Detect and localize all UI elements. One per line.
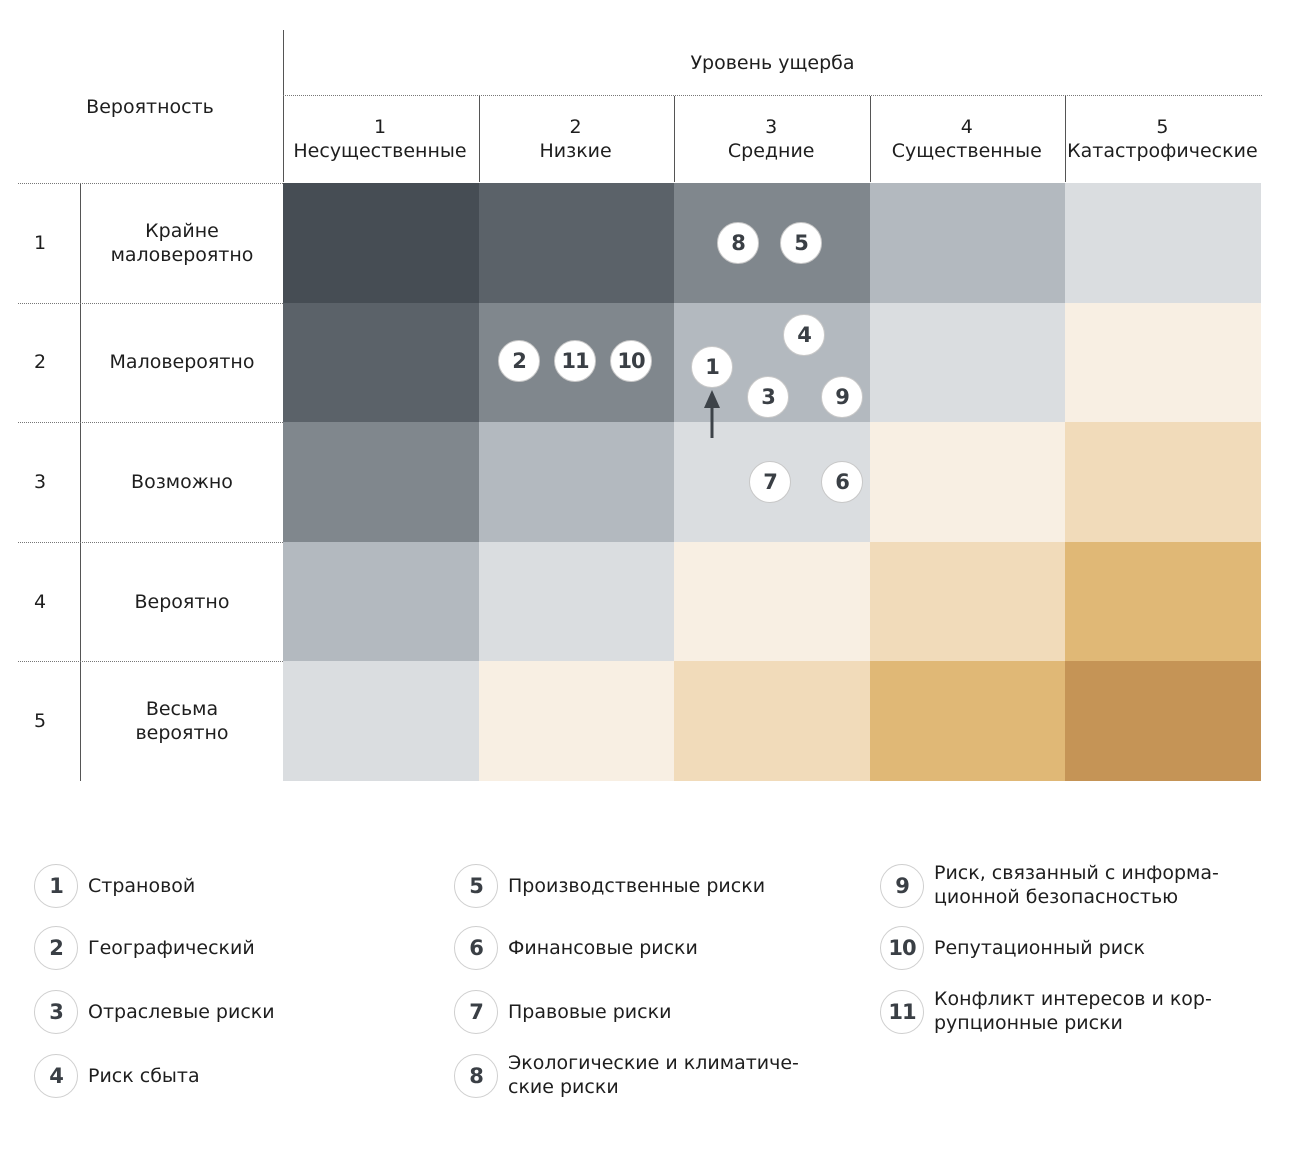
column-separator <box>1065 96 1067 182</box>
row-label-1: Крайне маловероятно <box>110 219 254 266</box>
row-label-4: Вероятно <box>134 590 230 613</box>
legend-label-8: Экологические и климатиче-ские риски <box>508 1052 799 1098</box>
column-header-1: 1 Несущественные <box>283 96 477 182</box>
header-divider-vertical <box>283 30 284 182</box>
matrix-cell-r4-c4 <box>869 541 1066 662</box>
legend-number-11: 11 <box>880 990 924 1034</box>
row-separator <box>18 541 283 543</box>
legend-number-6: 6 <box>454 926 498 970</box>
legend-number-5: 5 <box>454 864 498 908</box>
column-number: 3 <box>765 116 778 138</box>
matrix-cell-r5-c4 <box>869 661 1066 782</box>
column-label: Катастрофические <box>1067 140 1258 162</box>
row-label-divider <box>80 183 81 781</box>
row-label-3: Возможно <box>131 470 233 493</box>
row-separator <box>18 422 283 424</box>
trend-arrow-up-icon <box>704 390 720 438</box>
damage-level-title: Уровень ущерба <box>690 52 855 74</box>
matrix-cell-r1-c4 <box>869 183 1066 304</box>
legend-label-11: Конфликт интересов и кор-рупционные риск… <box>934 988 1212 1034</box>
row-separator <box>18 302 283 304</box>
legend-label-3: Отраслевые риски <box>88 1001 275 1023</box>
risk-marker-9: 9 <box>821 376 863 418</box>
column-number: 1 <box>373 116 387 138</box>
probability-title: Вероятность <box>86 96 214 118</box>
legend-label-6: Финансовые риски <box>508 937 698 959</box>
legend-label-7: Правовые риски <box>508 1001 672 1023</box>
legend-label-2: Географический <box>88 937 255 959</box>
legend-label-10: Репутационный риск <box>934 937 1145 959</box>
risk-marker-11: 11 <box>554 340 596 382</box>
legend-label-9: Риск, связанный с информа-ционной безопа… <box>934 862 1219 908</box>
matrix-cell-r1-c2 <box>478 183 675 304</box>
risk-marker-7: 7 <box>749 461 791 503</box>
column-separator <box>478 96 480 182</box>
column-header-3: 3 Средние <box>674 96 868 182</box>
matrix-cell-r1-c5 <box>1065 183 1262 304</box>
legend-number-8: 8 <box>454 1054 498 1098</box>
matrix-cell-r3-c5 <box>1065 422 1262 543</box>
row-number-4: 4 <box>33 590 47 613</box>
column-number: 2 <box>569 116 582 138</box>
matrix-cell-r1-c3 <box>674 183 871 304</box>
legend-number-4: 4 <box>34 1054 78 1098</box>
matrix-cell-r3-c4 <box>869 422 1066 543</box>
legend-label-4: Риск сбыта <box>88 1065 200 1087</box>
column-label: Низкие <box>539 140 612 162</box>
matrix-cell-r3-c1 <box>283 422 480 543</box>
legend-number-10: 10 <box>880 926 924 970</box>
header-divider-horizontal <box>283 95 1262 96</box>
matrix-cell-r5-c3 <box>674 661 871 782</box>
matrix-cell-r5-c5 <box>1065 661 1262 782</box>
legend-number-1: 1 <box>34 864 78 908</box>
row-label-5: Весьма вероятно <box>135 698 229 745</box>
column-header-2: 2 Низкие <box>479 96 673 182</box>
column-separator <box>674 96 676 182</box>
matrix-cell-r2-c4 <box>869 302 1066 423</box>
risk-marker-1: 1 <box>691 346 733 388</box>
column-label: Существенные <box>891 140 1042 162</box>
row-number-5: 5 <box>33 710 47 733</box>
matrix-cell-r4-c3 <box>674 541 871 662</box>
column-number: 4 <box>960 116 973 138</box>
legend-label-5: Производственные риски <box>508 875 766 897</box>
column-label: Средние <box>727 140 815 162</box>
row-label-2: Маловероятно <box>109 351 255 374</box>
legend-number-7: 7 <box>454 990 498 1034</box>
matrix-cell-r2-c5 <box>1065 302 1262 423</box>
matrix-cell-r1-c1 <box>283 183 480 304</box>
legend-label-1: Страновой <box>88 875 196 897</box>
risk-marker-6: 6 <box>821 461 863 503</box>
matrix-cell-r4-c2 <box>478 541 675 662</box>
column-separator <box>869 96 871 182</box>
risk-marker-5: 5 <box>780 222 822 264</box>
matrix-cell-r5-c1 <box>283 661 480 782</box>
row-separator <box>18 661 283 663</box>
risk-marker-10: 10 <box>610 340 652 382</box>
matrix-cell-r3-c2 <box>478 422 675 543</box>
matrix-cell-r2-c1 <box>283 302 480 423</box>
risk-marker-4: 4 <box>783 314 825 356</box>
row-separator <box>18 183 283 184</box>
row-number-1: 1 <box>33 231 47 254</box>
legend-number-2: 2 <box>34 926 78 970</box>
legend-number-3: 3 <box>34 990 78 1034</box>
matrix-cell-r4-c5 <box>1065 541 1262 662</box>
matrix-cell-r4-c1 <box>283 541 480 662</box>
matrix-cell-r5-c2 <box>478 661 675 782</box>
column-label: Несущественные <box>293 140 467 162</box>
column-header-4: 4 Существенные <box>870 96 1064 182</box>
risk-marker-8: 8 <box>717 222 759 264</box>
risk-marker-3: 3 <box>747 376 789 418</box>
row-number-3: 3 <box>33 470 47 493</box>
legend-number-9: 9 <box>880 864 924 908</box>
column-header-5: 5 Катастрофические <box>1065 96 1259 182</box>
column-number: 5 <box>1156 116 1169 138</box>
risk-marker-2: 2 <box>498 340 540 382</box>
row-number-2: 2 <box>33 351 47 374</box>
